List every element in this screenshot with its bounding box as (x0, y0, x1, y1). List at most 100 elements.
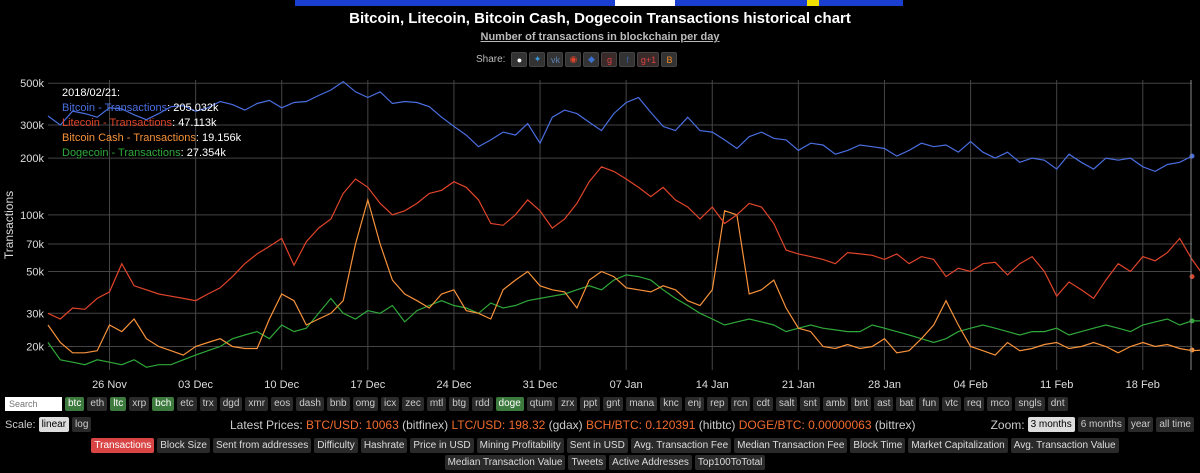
coin-doge-button[interactable]: doge (495, 397, 524, 411)
btc-price[interactable]: BTC/USD: 10063 (306, 418, 399, 432)
ltc-price[interactable]: LTC/USD: 198.32 (451, 418, 546, 432)
weibo-icon[interactable]: ◉ (565, 52, 582, 67)
coin-eos-button[interactable]: eos (271, 397, 294, 411)
coin-rep-button[interactable]: rep (707, 397, 728, 411)
googleplus-icon[interactable]: g (601, 52, 618, 67)
series-line-doge (47, 274, 1200, 368)
coin-fun-button[interactable]: fun (919, 397, 940, 411)
tooltip-series-name: Dogecoin - Transactions (62, 147, 181, 159)
zoom-year-button[interactable]: year (1127, 417, 1154, 432)
tab-block-size[interactable]: Block Size (157, 438, 210, 453)
tab-hashrate[interactable]: Hashrate (360, 438, 408, 453)
series-point-ltc (1189, 274, 1195, 280)
coin-zrx-button[interactable]: zrx (558, 397, 578, 411)
coin-rcn-button[interactable]: rcn (730, 397, 751, 411)
transactions-chart: 20k 30k 50k 70k 100k 200k 300k 500k 26 Nov 03 Dec… (2, 78, 1200, 391)
tab-transactions[interactable]: Transactions (91, 438, 155, 453)
tab-price-in-usd[interactable]: Price in USD (410, 438, 474, 453)
coin-knc-button[interactable]: knc (660, 397, 682, 411)
tab-active-addresses[interactable]: Active Addresses (609, 455, 692, 470)
tab-tweets[interactable]: Tweets (568, 455, 607, 470)
coin-xmr-button[interactable]: xmr (245, 397, 269, 411)
coin-xrp-button[interactable]: xrp (129, 397, 150, 411)
x-tick-label: 03 Dec (178, 379, 213, 391)
coin-dnt-button[interactable]: dnt (1047, 397, 1068, 411)
tab-avg-transaction-value[interactable]: Avg. Transaction Value (1010, 438, 1119, 453)
scale-log-button[interactable]: log (72, 417, 92, 432)
coin-mco-button[interactable]: mco (987, 397, 1013, 411)
coin-eth-button[interactable]: eth (87, 397, 108, 411)
tab-sent-in-usd[interactable]: Sent in USD (566, 438, 628, 453)
tooltip-row: Bitcoin - Transactions: 205.032k (62, 102, 219, 114)
coin-snt-button[interactable]: snt (800, 397, 820, 411)
tooltip-series-value: 205.032k (173, 102, 219, 114)
zoom-all-time-button[interactable]: all time (1156, 417, 1194, 432)
zoom-3-months-button[interactable]: 3 months (1027, 417, 1075, 432)
coin-gnt-button[interactable]: gnt (603, 397, 624, 411)
x-tick-label: 31 Dec (523, 379, 558, 391)
delicious-icon[interactable]: ◆ (583, 52, 600, 67)
coin-ppt-button[interactable]: ppt (580, 397, 601, 411)
search-input[interactable] (5, 397, 62, 411)
bch-price[interactable]: BCH/BTC: 0.120391 (586, 418, 696, 432)
googleplus-one-icon[interactable]: g+1 (637, 52, 660, 67)
tooltip-series-value: 19.156k (202, 132, 242, 144)
coin-vtc-button[interactable]: vtc (942, 397, 962, 411)
blogger-icon[interactable]: B (661, 52, 678, 67)
coin-ast-button[interactable]: ast (874, 397, 894, 411)
coin-zec-button[interactable]: zec (402, 397, 424, 411)
coin-bat-button[interactable]: bat (896, 397, 917, 411)
y-tick-label: 100k (20, 210, 44, 222)
x-tick-label: 14 Jan (696, 379, 729, 391)
tab-avg-transaction-fee[interactable]: Avg. Transaction Fee (630, 438, 732, 453)
coin-btg-button[interactable]: btg (449, 397, 470, 411)
tab-top100tototal[interactable]: Top100ToTotal (694, 455, 766, 470)
latest-prices: Latest Prices: BTC/USD: 10063 (bitfinex)… (230, 418, 916, 432)
page-title: Bitcoin, Litecoin, Bitcoin Cash, Dogecoi… (349, 10, 851, 27)
bch-price-source: (hitbtc) (698, 418, 736, 432)
tab-market-capitalization[interactable]: Market Capitalization (908, 438, 1008, 453)
coin-ltc-button[interactable]: ltc (110, 397, 127, 411)
coin-icx-button[interactable]: icx (381, 397, 400, 411)
coin-btc-button[interactable]: btc (65, 397, 85, 411)
coin-bnb-button[interactable]: bnb (326, 397, 350, 411)
prices-label: Latest Prices: (230, 418, 303, 432)
coin-etc-button[interactable]: etc (177, 397, 197, 411)
tab-difficulty[interactable]: Difficulty (314, 438, 358, 453)
y-axis-title: Transactions (2, 191, 16, 259)
tab-mining-profitability[interactable]: Mining Profitability (476, 438, 564, 453)
coin-omg-button[interactable]: omg (352, 397, 379, 411)
coin-salt-button[interactable]: salt (775, 397, 798, 411)
zoom-6-months-button[interactable]: 6 months (1077, 417, 1125, 432)
coin-trx-button[interactable]: trx (199, 397, 217, 411)
tooltip-series-value: 47.113k (178, 117, 217, 129)
coin-dgd-button[interactable]: dgd (219, 397, 243, 411)
coin-cdt-button[interactable]: cdt (753, 397, 773, 411)
coin-sngls-button[interactable]: sngls (1015, 397, 1045, 411)
coin-bch-button[interactable]: bch (152, 397, 175, 411)
coin-enj-button[interactable]: enj (684, 397, 705, 411)
x-tick-label: 24 Dec (437, 379, 472, 391)
twitter-icon[interactable]: ✦ (529, 52, 546, 67)
coin-amb-button[interactable]: amb (822, 397, 849, 411)
reddit-icon[interactable]: ● (511, 52, 528, 67)
tooltip-row: Bitcoin Cash - Transactions: 19.156k (62, 132, 242, 144)
doge-price-source: (bittrex) (874, 418, 916, 432)
doge-price[interactable]: DOGE/BTC: 0.00000063 (738, 418, 872, 432)
coin-qtum-button[interactable]: qtum (526, 397, 556, 411)
tab-median-transaction-fee[interactable]: Median Transaction Fee (734, 438, 848, 453)
coin-dash-button[interactable]: dash (296, 397, 324, 411)
coin-mtl-button[interactable]: mtl (426, 397, 447, 411)
tab-median-transaction-value[interactable]: Median Transaction Value (444, 455, 566, 470)
tab-block-time[interactable]: Block Time (850, 438, 906, 453)
vk-icon[interactable]: vk (547, 52, 564, 67)
coin-mana-button[interactable]: mana (626, 397, 658, 411)
facebook-icon[interactable]: f (619, 52, 636, 67)
y-tick-label: 50k (26, 267, 44, 279)
x-tick-label: 17 Dec (350, 379, 385, 391)
coin-rdd-button[interactable]: rdd (472, 397, 493, 411)
scale-linear-button[interactable]: linear (38, 417, 70, 432)
coin-req-button[interactable]: req (964, 397, 985, 411)
tab-sent-from-addresses[interactable]: Sent from addresses (212, 438, 312, 453)
coin-bnt-button[interactable]: bnt (851, 397, 872, 411)
